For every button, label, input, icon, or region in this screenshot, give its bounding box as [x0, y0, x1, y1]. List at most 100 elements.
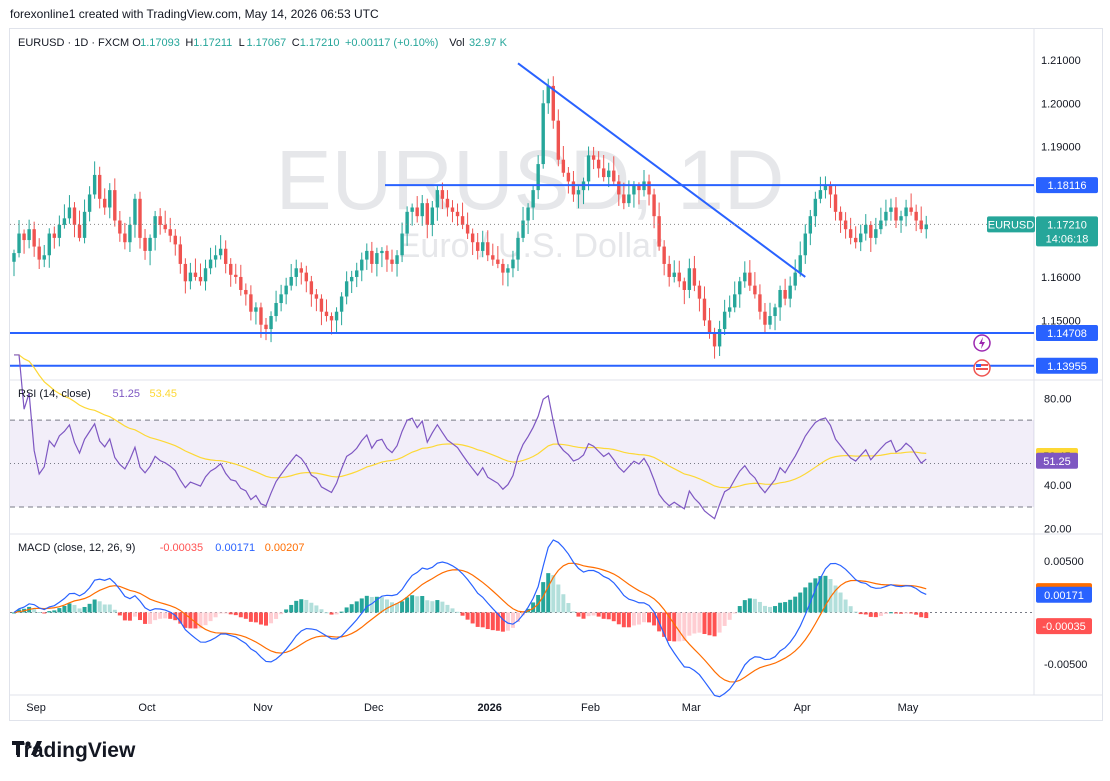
macd-histogram-bar — [455, 611, 460, 613]
candle-body — [909, 207, 913, 212]
candle-body — [617, 181, 621, 195]
candle-body — [188, 272, 193, 282]
macd-legend-histogram: -0.00035 — [160, 542, 203, 554]
macd-histogram-bar — [132, 612, 137, 617]
macd-histogram-bar — [117, 612, 122, 616]
candle-body — [919, 220, 923, 230]
candle-body — [733, 294, 737, 308]
candle-body — [193, 272, 198, 277]
candle-body — [874, 229, 878, 238]
macd-histogram-bar — [652, 612, 657, 626]
candle-body — [768, 316, 772, 325]
header-change: +0.00117 (+0.10%) — [345, 37, 438, 49]
candle-body — [410, 207, 414, 212]
header-open-value: 1.17093 — [140, 37, 180, 49]
macd-histogram-bar — [833, 585, 838, 613]
candle-body — [607, 170, 611, 178]
macd-histogram-bar — [798, 592, 803, 613]
macd-histogram-bar — [904, 612, 909, 614]
candle-body — [571, 181, 576, 195]
candle-body — [299, 268, 303, 273]
candle-body — [108, 190, 112, 208]
macd-histogram-bar — [82, 606, 87, 613]
macd-histogram-bar — [203, 612, 208, 626]
candle-body — [904, 207, 908, 217]
macd-histogram-bar — [435, 600, 440, 613]
macd-histogram-bar — [213, 612, 218, 618]
candle-body — [707, 320, 712, 334]
header-low-label: L — [239, 37, 245, 49]
macd-histogram-bar — [516, 612, 520, 623]
candle-body — [365, 250, 369, 260]
header-high-label: H — [185, 37, 193, 49]
candle-body — [727, 307, 732, 312]
macd-histogram-bar — [269, 612, 274, 624]
macd-histogram-bar — [702, 612, 707, 634]
candle-body — [304, 272, 309, 282]
level-price-label: 1.14708 — [1047, 328, 1087, 340]
candle-body — [778, 289, 782, 308]
candle-body — [853, 237, 858, 243]
macd-histogram-bar — [858, 612, 863, 615]
macd-histogram-bar — [762, 605, 767, 613]
header-low-value: 1.17067 — [247, 37, 287, 49]
price-axis-label: 1.15000 — [1041, 315, 1081, 327]
macd-histogram-bar — [284, 609, 289, 613]
rsi-line — [14, 354, 927, 520]
macd-histogram-bar — [757, 601, 762, 613]
macd-histogram-bar — [823, 575, 828, 613]
candle-body — [506, 268, 510, 273]
macd-histogram-bar — [354, 601, 359, 613]
macd-histogram-bar — [359, 598, 364, 613]
level-price-label: 1.18116 — [1048, 180, 1087, 192]
candle-body — [430, 207, 435, 225]
macd-histogram-bar — [102, 604, 107, 613]
candle-body — [289, 276, 293, 286]
macd-histogram-bar — [415, 596, 420, 613]
candle-body — [712, 333, 717, 347]
macd-histogram-bar — [783, 602, 788, 613]
candle-body — [470, 233, 475, 243]
candle-body — [596, 159, 601, 169]
candle-body — [17, 233, 21, 254]
macd-histogram-bar — [112, 609, 117, 613]
macd-histogram-bar — [500, 612, 505, 632]
candle-body — [57, 224, 62, 238]
macd-histogram-bar — [153, 612, 158, 621]
candle-body — [314, 294, 319, 299]
macd-histogram-bar — [848, 606, 853, 613]
macd-histogram-bar — [707, 612, 712, 636]
macd-histogram-bar — [818, 576, 823, 613]
candle-body — [213, 255, 218, 260]
macd-histogram-bar — [233, 612, 238, 616]
candle-body — [828, 185, 833, 195]
candle-body — [531, 190, 535, 208]
candle-body — [894, 207, 898, 221]
candle-body — [491, 255, 495, 260]
macd-histogram-bar — [379, 597, 384, 613]
candle-body — [486, 242, 490, 256]
macd-histogram-bar — [490, 612, 495, 631]
candle-body — [899, 216, 903, 221]
macd-histogram-bar — [813, 578, 818, 613]
macd-histogram-bar — [909, 612, 914, 614]
time-axis-label: May — [898, 702, 919, 714]
macd-histogram-bar — [143, 612, 148, 624]
time-axis-label: Sep — [26, 702, 46, 714]
last-price-label: 1.17210 — [1047, 219, 1087, 231]
time-axis-label: Dec — [364, 702, 384, 714]
symbol-tag — [987, 216, 1035, 233]
macd-histogram-bar — [208, 612, 213, 622]
candle-body — [859, 233, 863, 243]
candle-body — [52, 233, 57, 238]
candle-body — [259, 307, 263, 325]
macd-histogram-bar — [788, 599, 793, 613]
macd-histogram-bar — [611, 612, 616, 622]
macd-histogram-bar — [279, 612, 284, 615]
macd-histogram-bar — [737, 606, 742, 613]
macd-histogram-bar — [12, 612, 16, 614]
chart-container[interactable]: EURUSD, 1D Euro / U.S. Dollar 1.21000 1.200… — [9, 28, 1103, 721]
candle-body — [360, 259, 364, 271]
macd-histogram-bar — [591, 612, 596, 616]
